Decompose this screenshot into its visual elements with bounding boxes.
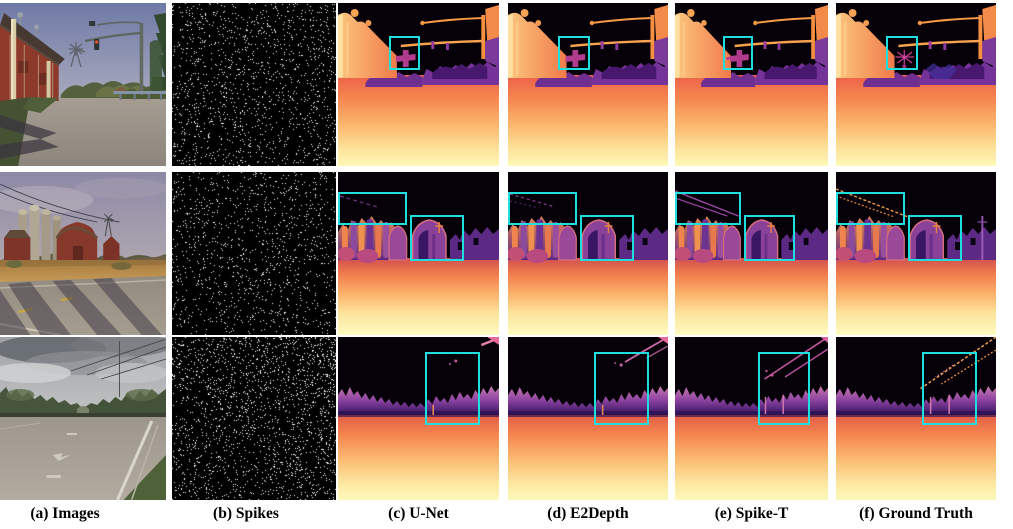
panel-r1-groundtruth-depth	[836, 3, 996, 166]
caption-e2depth: (d) E2Depth	[547, 505, 629, 522]
spike-noise-canvas	[172, 3, 336, 166]
caption-spiket: (e) Spike-T	[714, 505, 789, 522]
panel-r3-spiket-depth	[675, 337, 828, 500]
caption-images: (a) Images	[30, 505, 100, 522]
panel-r3-e2depth-depth	[508, 337, 668, 500]
panel-r1-spikes	[172, 3, 336, 166]
spike-noise-canvas	[172, 172, 336, 335]
panel-r2-spiket-depth	[675, 172, 828, 335]
panel-r2-e2depth-depth	[508, 172, 668, 335]
panel-r2-rgb-image	[0, 172, 166, 335]
caption-unet: (c) U-Net	[388, 505, 449, 522]
panel-r1-spiket-depth	[675, 3, 828, 166]
panel-r3-unet-depth	[338, 337, 499, 500]
panel-r3-rgb-image	[0, 337, 166, 500]
panel-r2-spikes	[172, 172, 336, 335]
panel-r2-groundtruth-depth	[836, 172, 996, 335]
panel-r1-e2depth-depth	[508, 3, 668, 166]
panel-r1-unet-depth	[338, 3, 499, 166]
panel-r1-rgb-image	[0, 3, 166, 166]
spike-noise-canvas	[172, 337, 336, 500]
caption-groundtruth: (f) Ground Truth	[859, 505, 973, 522]
panel-r3-groundtruth-depth	[836, 337, 996, 500]
panel-r2-unet-depth	[338, 172, 499, 335]
panel-r3-spikes	[172, 337, 336, 500]
caption-spikes: (b) Spikes	[213, 505, 279, 522]
